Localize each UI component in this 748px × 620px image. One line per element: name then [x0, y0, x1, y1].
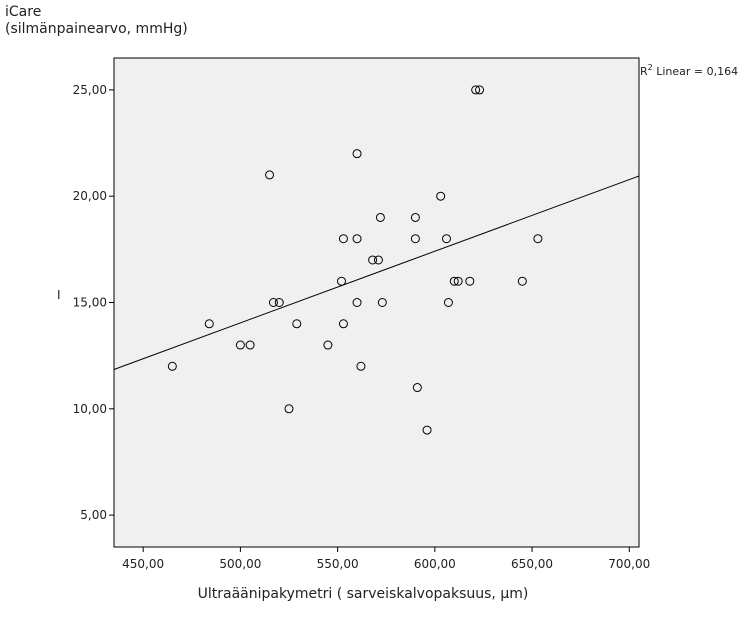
data-point [235, 340, 245, 350]
data-point [410, 212, 420, 222]
data-point [410, 234, 420, 244]
fit-label: R2 Linear = 0,164 [640, 63, 738, 78]
data-point [436, 191, 446, 201]
x-tick-label: 550,00 [317, 557, 359, 571]
data-point [356, 361, 366, 371]
x-axis-title: Ultraäänipakymetri ( sarveiskalvopaksuus… [198, 586, 529, 602]
data-point [352, 149, 362, 159]
data-point [533, 234, 543, 244]
data-point [167, 361, 177, 371]
data-point [377, 298, 387, 307]
data-point [412, 383, 422, 393]
fit-label-prefix: R [640, 65, 648, 78]
data-point [517, 276, 527, 286]
fit-line [113, 175, 640, 370]
data-point [292, 319, 302, 329]
plot-area [113, 57, 640, 548]
data-point [449, 276, 459, 286]
data-point [352, 234, 362, 244]
data-point [245, 340, 255, 350]
x-tick-label: 500,00 [219, 557, 261, 571]
data-point [368, 255, 378, 265]
data-point [422, 425, 432, 435]
fit-label-suffix: Linear = 0,164 [653, 65, 738, 78]
data-point [442, 234, 451, 244]
data-point [465, 276, 475, 286]
data-point [475, 85, 485, 95]
x-tick-label: 600,00 [414, 557, 456, 571]
data-point [337, 276, 346, 286]
y-tick-label: 25,00 [73, 83, 107, 97]
data-point [453, 276, 463, 286]
y-tick-label: 10,00 [73, 402, 107, 416]
y-axis-title-line2: (silmänpainearvo, mmHg) [5, 21, 188, 37]
data-point [265, 170, 275, 180]
y-axis-title-line1: iCare [5, 4, 41, 20]
y-tick-label: 5,00 [80, 508, 107, 522]
data-point [375, 212, 385, 222]
side-label: I [57, 288, 61, 302]
y-tick-label: 15,00 [73, 296, 107, 310]
data-point [323, 340, 333, 350]
data-point [284, 404, 294, 414]
x-tick-label: 450,00 [122, 557, 164, 571]
data-point [338, 234, 348, 244]
data-point [338, 319, 348, 329]
x-tick-label: 700,00 [608, 557, 650, 571]
data-point [274, 298, 284, 307]
data-point [373, 255, 383, 265]
data-point [204, 319, 214, 329]
data-point [352, 298, 362, 307]
fit-label-sup: 2 [648, 63, 653, 72]
data-point [268, 298, 278, 307]
y-tick-label: 20,00 [73, 189, 107, 203]
data-point [443, 298, 453, 307]
data-point [471, 85, 481, 95]
x-tick-label: 650,00 [511, 557, 553, 571]
